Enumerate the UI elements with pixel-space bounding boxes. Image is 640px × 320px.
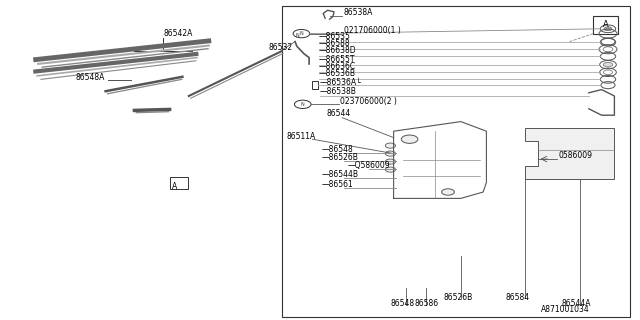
Text: 86584: 86584 — [506, 293, 530, 302]
Circle shape — [401, 135, 418, 143]
Text: N: N — [301, 102, 305, 107]
Text: A: A — [603, 20, 608, 29]
Text: —86538B: —86538B — [320, 87, 357, 96]
Text: N: N — [300, 31, 303, 36]
Circle shape — [385, 151, 396, 156]
Text: A871001034: A871001034 — [541, 305, 589, 314]
Circle shape — [604, 27, 612, 31]
Circle shape — [442, 189, 454, 195]
Text: A: A — [172, 182, 177, 191]
Text: —86535: —86535 — [319, 32, 351, 41]
Text: 86544: 86544 — [326, 109, 351, 118]
Text: —86561: —86561 — [322, 180, 354, 189]
Text: —86544B: —86544B — [322, 170, 359, 179]
Text: 86548: 86548 — [390, 299, 415, 308]
Text: —86548: —86548 — [322, 145, 354, 154]
Bar — [593, 16, 618, 34]
Text: 0586009: 0586009 — [558, 151, 592, 160]
Text: 86548A: 86548A — [76, 73, 105, 82]
Text: —86636C: —86636C — [319, 62, 356, 71]
Text: —86588: —86588 — [319, 39, 350, 48]
Text: 86586: 86586 — [415, 299, 439, 308]
Text: 86542A: 86542A — [163, 29, 193, 38]
Bar — [282, 6, 630, 317]
Text: —86536A└: —86536A└ — [320, 78, 362, 87]
Text: 86511A: 86511A — [286, 132, 316, 141]
Text: —Q586009: —Q586009 — [348, 161, 390, 170]
Text: 86526B: 86526B — [444, 293, 473, 302]
Text: 86532: 86532 — [269, 43, 293, 52]
Text: —86655T: —86655T — [319, 55, 355, 64]
Text: 86544A: 86544A — [562, 299, 591, 308]
Text: 86538A: 86538A — [344, 8, 373, 17]
Bar — [170, 177, 188, 189]
Circle shape — [385, 167, 396, 172]
Text: —86638D: —86638D — [319, 46, 356, 55]
Text: 021706000(1 ): 021706000(1 ) — [344, 26, 401, 35]
Text: N: N — [295, 33, 299, 38]
Bar — [312, 81, 318, 89]
Text: —86526B: —86526B — [322, 153, 359, 162]
Circle shape — [385, 159, 396, 164]
Text: 023706000(2 ): 023706000(2 ) — [340, 97, 397, 106]
Circle shape — [385, 143, 396, 148]
Polygon shape — [525, 128, 614, 179]
Circle shape — [604, 62, 612, 67]
Text: —86536B: —86536B — [319, 69, 356, 78]
